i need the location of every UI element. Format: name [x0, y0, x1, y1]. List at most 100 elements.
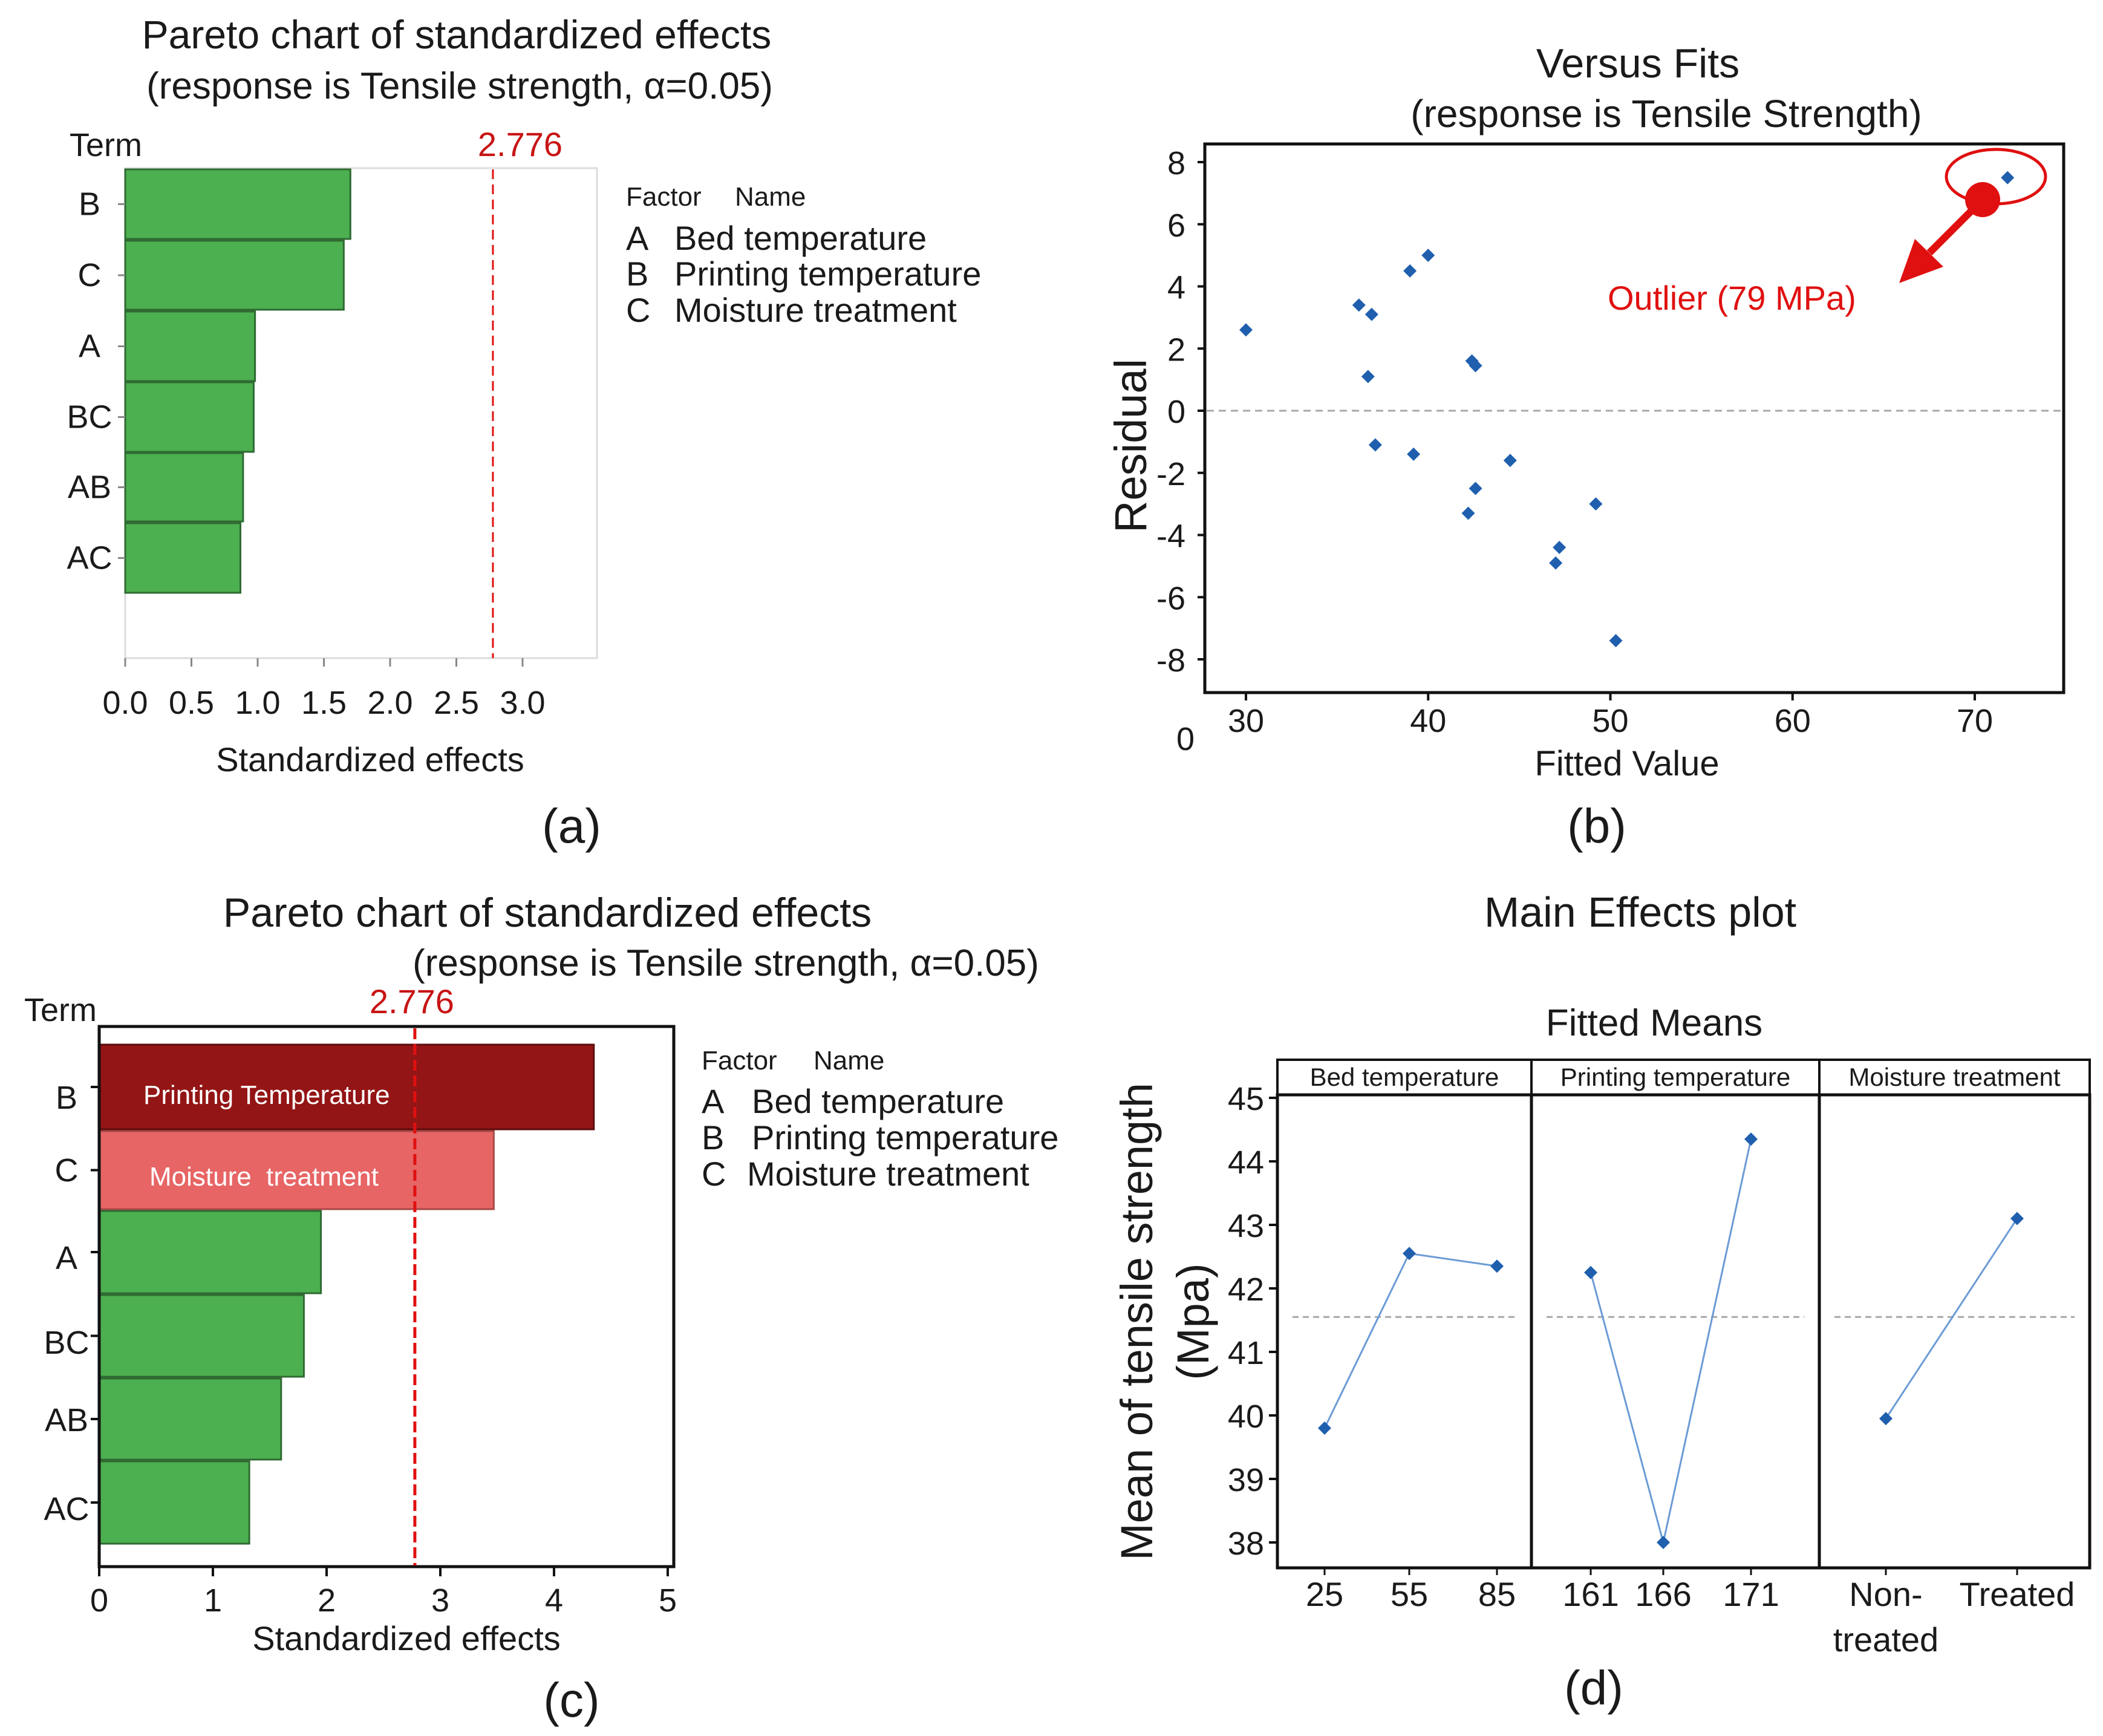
panel-b-point-1 — [1352, 298, 1366, 312]
panel-a-subtitle: (response is Tensile strength, α=0.05) — [146, 65, 773, 107]
panel-b-point-16 — [1609, 634, 1623, 648]
panel-c-bar-bc — [98, 1294, 305, 1378]
panel-d-y-tick-label: 39 — [1228, 1462, 1264, 1498]
outlier-arrow-shaft — [1926, 197, 1986, 256]
panel-b-point-7 — [1421, 249, 1435, 263]
panel-a-category-c: C — [78, 257, 102, 293]
panel-b-point-2 — [1361, 370, 1375, 383]
facet-point-printing-temperature-2 — [1744, 1132, 1758, 1146]
panel-b-point-4 — [1368, 438, 1382, 452]
panel-b-subtitle: (response is Tensile Strength) — [1410, 92, 1922, 135]
panel-c-x-tick-label: 0 — [90, 1582, 108, 1619]
facet-x-tick-label-line2: treated — [1833, 1620, 1938, 1659]
panel-c-legend-header-name: Name — [813, 1046, 884, 1075]
facet-point-printing-temperature-0 — [1584, 1265, 1597, 1279]
panel-c-x-ticks: 0 1 2 3 4 5 — [90, 1567, 677, 1619]
panel-a-legend-name-c: Moisture treatment — [674, 291, 957, 329]
panel-a-x-tick-label: 1.0 — [235, 685, 280, 721]
panel-a-category-a: A — [79, 328, 100, 365]
facet-x-tick-label: Non- — [1849, 1575, 1922, 1613]
panel-c-legend: Factor Name A Bed temperature B Printing… — [702, 1046, 1058, 1193]
outlier-arrow-head — [1899, 239, 1943, 283]
panel-b-outlier-callout: Outlier (79 MPa) — [1608, 148, 2047, 317]
panel-c-legend-factor-b: B — [702, 1118, 724, 1157]
panel-b-y-tick-label: 2 — [1167, 331, 1185, 368]
panel-a-category-b: B — [79, 186, 100, 223]
facet-series-line-moisture-treatment — [1885, 1218, 2018, 1420]
panel-a-legend-header-name: Name — [735, 182, 806, 212]
panel-a-legend-header-factor: Factor — [626, 182, 702, 212]
facet-point-moisture-treatment-0 — [1879, 1412, 1893, 1426]
panel-b-caption: (b) — [1567, 799, 1626, 853]
facet-x-tick-label: 55 — [1391, 1575, 1428, 1613]
facet-series-line-printing-temperature — [1589, 1138, 1752, 1543]
panel-d-y-axis-label-line2: (Mpa) — [1168, 1263, 1218, 1380]
panel-b-point-14 — [1553, 541, 1567, 555]
panel-c-legend-header-factor: Factor — [702, 1046, 777, 1075]
panel-a-legend: Factor Name A Bed temperature B Printing… — [626, 182, 981, 329]
panel-c-bar-b — [98, 1043, 595, 1131]
panel-b-title: Versus Fits — [1536, 41, 1739, 86]
panel-b-point-3 — [1365, 307, 1378, 321]
facet-x-tick-label: Treated — [1960, 1575, 2075, 1613]
panel-b-x-tick-label: 70 — [1957, 703, 1993, 739]
facet-point-moisture-treatment-1 — [2010, 1212, 2024, 1225]
panel-a-bars — [124, 168, 351, 594]
panel-a-bar-a — [124, 310, 256, 382]
panel-a-category-ab: AB — [68, 469, 111, 506]
panel-d-y-tick-label: 45 — [1228, 1081, 1264, 1117]
outlier-label: Outlier (79 MPa) — [1608, 279, 1856, 317]
panel-c-title: Pareto chart of standardized effects — [223, 890, 872, 936]
panel-b-point-17 — [2001, 171, 2015, 184]
panel-b-point-11 — [1469, 481, 1482, 495]
panel-c-category-bc: BC — [44, 1325, 89, 1361]
panel-c-bar-ac — [98, 1460, 250, 1545]
facet-frame-moisture-treatment — [1818, 1093, 2092, 1570]
panel-a-x-ticks: 0.0 0.5 1.0 1.5 2.0 2.5 3.0 — [102, 658, 546, 721]
panel-a-caption: (a) — [542, 799, 601, 853]
panel-c-x-tick-label: 2 — [318, 1582, 336, 1619]
facet-x-tick-label: 25 — [1306, 1575, 1343, 1613]
panel-c-bar-a — [98, 1210, 322, 1294]
panel-b-x-tick-label: 60 — [1775, 703, 1811, 739]
panel-d-title: Main Effects plot — [1484, 889, 1796, 936]
panel-a-bar-c — [124, 240, 345, 311]
panel-d-y-tick-label: 40 — [1228, 1398, 1264, 1435]
panel-c-term-header: Term — [24, 992, 97, 1028]
panel-d-y-tick-label: 42 — [1228, 1271, 1264, 1308]
panel-c-bar-ab — [98, 1377, 282, 1461]
panel-b-y-tick-label: -2 — [1156, 456, 1185, 492]
panel-a-x-tick-label: 2.0 — [367, 685, 412, 721]
facet-frame-bed-temperature — [1276, 1093, 1533, 1570]
panel-c-category-ab: AB — [45, 1402, 88, 1438]
panel-b-y-axis-label: Residual — [1106, 359, 1156, 533]
panel-b: Versus Fits (response is Tensile Strengt… — [1106, 41, 2066, 853]
panel-a-category-ac: AC — [67, 540, 112, 576]
facet-frame-printing-temperature — [1530, 1093, 1821, 1570]
panel-b-point-12 — [1503, 454, 1517, 468]
panel-d-y-tick-label: 43 — [1228, 1208, 1264, 1244]
panel-d-y-tick-label: 41 — [1228, 1335, 1264, 1371]
panel-b-point-6 — [1407, 447, 1421, 461]
facet-title-moisture-treatment: Moisture treatment — [1848, 1063, 2060, 1091]
panel-d-subplots: Bed temperature 25 55 85 Printing temperatur… — [1276, 1059, 2092, 1659]
panel-c-legend-name-b: Printing temperature — [752, 1118, 1058, 1157]
panel-b-plot-frame — [1203, 142, 2066, 694]
facet-title-printing-temperature: Printing temperature — [1560, 1063, 1791, 1091]
panel-c-bars — [98, 1043, 595, 1545]
panel-c-bar-label-moisture-treatment: Moisture treatment — [149, 1162, 379, 1192]
panel-b-point-13 — [1549, 556, 1563, 570]
facet-x-tick-label: 171 — [1723, 1575, 1779, 1613]
panel-c-category-b: B — [56, 1080, 77, 1116]
panel-c-bar-label-printing-temperature: Printing Temperature — [143, 1080, 390, 1110]
panel-d-caption: (d) — [1564, 1661, 1623, 1715]
panel-b-x-tick-label: 50 — [1592, 703, 1628, 739]
panel-c-plot-frame — [97, 1025, 676, 1568]
panel-c-legend-factor-a: A — [702, 1082, 725, 1120]
panel-b-point-5 — [1403, 264, 1417, 278]
panel-b-x-tick-label: 30 — [1228, 703, 1264, 739]
facet-point-bed-temperature-2 — [1490, 1259, 1504, 1273]
panel-a: Pareto chart of standardized effects (re… — [67, 12, 981, 853]
